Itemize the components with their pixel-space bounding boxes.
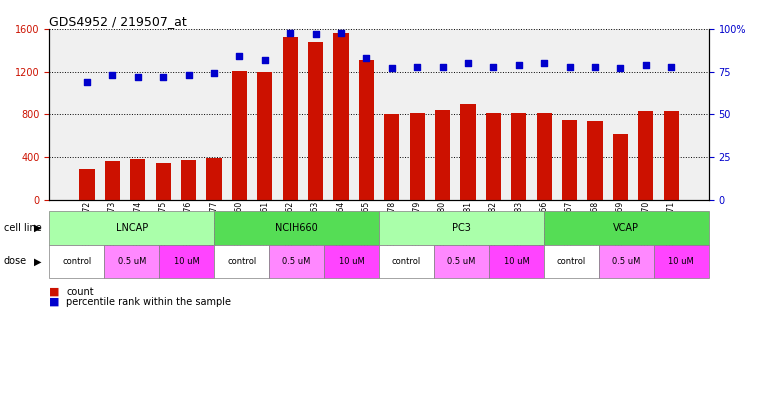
Text: cell line: cell line	[4, 223, 42, 233]
Point	[614, 65, 626, 72]
Text: 0.5 uM: 0.5 uM	[612, 257, 641, 266]
Text: dose: dose	[4, 257, 27, 266]
Point	[360, 55, 372, 61]
Point	[310, 31, 322, 37]
Bar	[282, 37, 298, 200]
Point	[563, 64, 575, 70]
Text: control: control	[62, 257, 91, 266]
Point	[640, 62, 652, 68]
Bar	[232, 71, 247, 200]
Point	[81, 79, 93, 85]
Point	[208, 70, 220, 77]
Bar	[384, 114, 400, 200]
Point	[437, 64, 449, 70]
Text: 10 uM: 10 uM	[174, 257, 199, 266]
Point	[284, 29, 296, 36]
Bar	[358, 60, 374, 200]
Text: count: count	[66, 287, 94, 297]
Text: ■: ■	[49, 297, 60, 307]
Bar	[130, 159, 145, 200]
Text: ■: ■	[49, 287, 60, 297]
Text: 10 uM: 10 uM	[668, 257, 694, 266]
Bar	[333, 33, 349, 200]
Point	[538, 60, 550, 66]
Text: control: control	[557, 257, 586, 266]
Bar	[460, 104, 476, 200]
Text: control: control	[392, 257, 421, 266]
Bar	[613, 134, 628, 200]
Text: 0.5 uM: 0.5 uM	[447, 257, 476, 266]
Bar	[435, 110, 451, 200]
Text: ▶: ▶	[34, 257, 42, 266]
Bar	[181, 160, 196, 200]
Point	[157, 74, 169, 80]
Bar	[664, 111, 679, 200]
Bar	[486, 113, 501, 200]
Text: 10 uM: 10 uM	[504, 257, 530, 266]
Text: GDS4952 / 219507_at: GDS4952 / 219507_at	[49, 15, 187, 28]
Bar	[587, 121, 603, 200]
Bar	[257, 72, 272, 200]
Bar	[409, 113, 425, 200]
Point	[589, 64, 601, 70]
Text: percentile rank within the sample: percentile rank within the sample	[66, 297, 231, 307]
Bar	[206, 158, 221, 200]
Point	[386, 65, 398, 72]
Text: NCIH660: NCIH660	[275, 223, 318, 233]
Bar	[537, 113, 552, 200]
Text: LNCAP: LNCAP	[116, 223, 148, 233]
Bar	[511, 113, 527, 200]
Point	[259, 57, 271, 63]
Point	[132, 74, 144, 80]
Bar	[308, 42, 323, 200]
Text: 10 uM: 10 uM	[339, 257, 365, 266]
Bar	[79, 169, 94, 200]
Text: 0.5 uM: 0.5 uM	[282, 257, 310, 266]
Bar	[155, 163, 170, 200]
Point	[462, 60, 474, 66]
Text: 0.5 uM: 0.5 uM	[118, 257, 146, 266]
Point	[183, 72, 195, 78]
Point	[107, 72, 119, 78]
Point	[513, 62, 525, 68]
Text: ▶: ▶	[34, 223, 42, 233]
Point	[234, 53, 246, 60]
Point	[665, 64, 677, 70]
Point	[411, 64, 423, 70]
Text: control: control	[227, 257, 256, 266]
Point	[487, 64, 499, 70]
Point	[335, 29, 347, 36]
Text: PC3: PC3	[452, 223, 471, 233]
Bar	[105, 161, 120, 200]
Bar	[638, 111, 654, 200]
Text: VCAP: VCAP	[613, 223, 639, 233]
Bar	[562, 120, 577, 200]
